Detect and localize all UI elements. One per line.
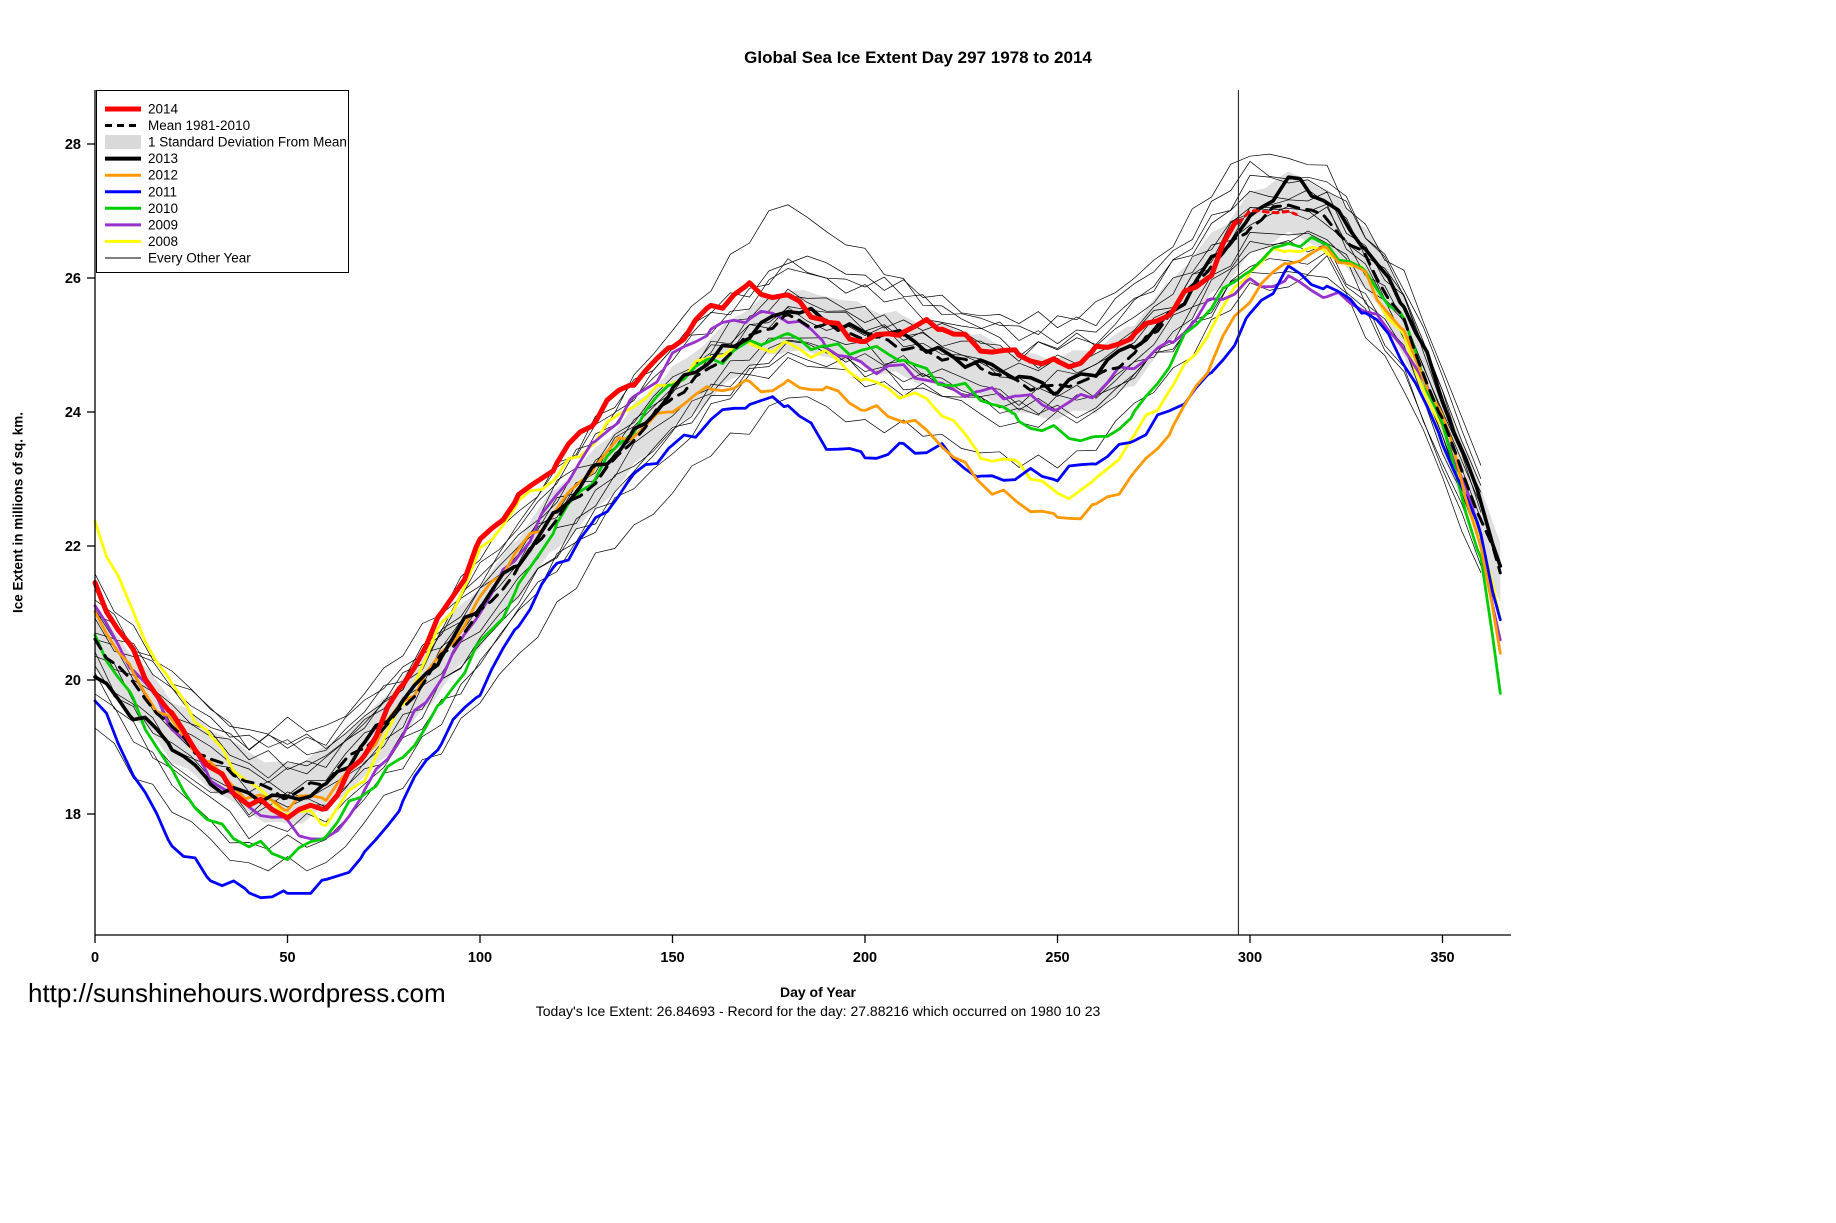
- legend-swatch-band: [105, 135, 141, 150]
- legend-label: 1 Standard Deviation From Mean: [148, 135, 347, 150]
- y-tick-label: 22: [65, 539, 81, 555]
- x-tick-label: 100: [468, 950, 492, 966]
- x-tick-label: 300: [1238, 950, 1262, 966]
- background-year-line: [94, 232, 1482, 808]
- background-year-line: [94, 153, 1482, 750]
- legend-label: 2011: [148, 184, 177, 199]
- footer-url: http://sunshinehours.wordpress.com: [28, 978, 446, 1008]
- series-2014-extension: [1237, 209, 1298, 225]
- legend-label: 2010: [148, 201, 178, 216]
- background-year-line: [94, 251, 1482, 840]
- legend-label: Mean 1981-2010: [148, 118, 250, 133]
- series-2014: [92, 218, 1241, 821]
- axes: 0 50 100 150 200 250 300 350 18 20 22 24 26 28: [65, 90, 1511, 966]
- background-year-line: [94, 274, 1482, 872]
- y-tick-label: 26: [65, 271, 81, 287]
- y-tick-label: 24: [65, 405, 81, 421]
- y-tick-label: 20: [65, 673, 81, 689]
- y-axis-title: Ice Extent in millions of sq. km.: [10, 411, 26, 614]
- legend-label: 2012: [148, 168, 178, 183]
- x-tick-label: 200: [853, 950, 877, 966]
- chart-title: Global Sea Ice Extent Day 297 1978 to 20…: [744, 48, 1092, 67]
- x-tick-label: 250: [1045, 950, 1069, 966]
- legend-label: 2013: [148, 151, 178, 166]
- legend-label: 2008: [148, 234, 178, 249]
- x-tick-label: 150: [660, 950, 684, 966]
- series-mean-1981-2010: [93, 203, 1502, 801]
- x-tick-label: 350: [1430, 950, 1454, 966]
- background-year-line: [94, 160, 1482, 735]
- y-tick-label: 18: [65, 807, 81, 823]
- background-year-line: [94, 203, 1482, 796]
- series-2009: [93, 274, 1502, 841]
- x-axis-title: Day of Year: [779, 984, 856, 1000]
- legend-label: Every Other Year: [148, 250, 251, 265]
- legend-label: 2009: [148, 217, 178, 232]
- x-tick-label: 50: [279, 950, 295, 966]
- series-2012: [93, 245, 1502, 812]
- x-tick-label: 0: [91, 950, 99, 966]
- y-tick-label: 28: [65, 137, 81, 153]
- background-year-line: [94, 191, 1482, 771]
- background-year-line: [94, 230, 1482, 850]
- footer-stats: Today's Ice Extent: 26.84693 - Record fo…: [535, 1003, 1101, 1019]
- background-year-line: [94, 189, 1482, 756]
- series-2011: [93, 264, 1502, 900]
- legend-label: 2014: [148, 102, 179, 117]
- background-year-line: [94, 206, 1482, 751]
- series-2010: [93, 235, 1502, 862]
